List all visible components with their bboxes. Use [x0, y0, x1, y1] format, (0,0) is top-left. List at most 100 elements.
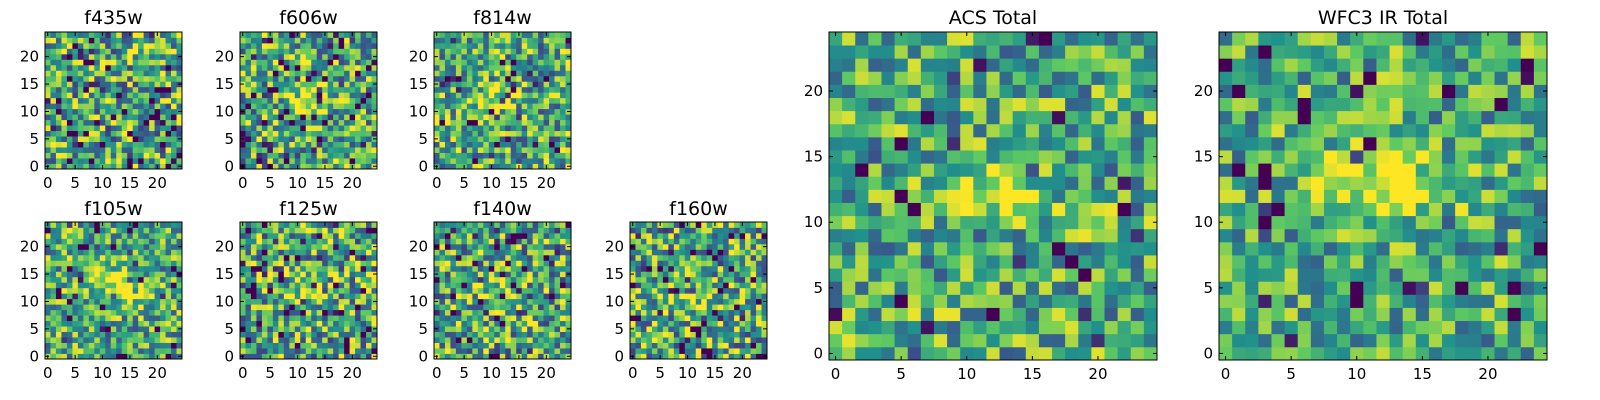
- heatmap-cell: [294, 320, 301, 327]
- heatmap-cell: [311, 265, 318, 272]
- heatmap-cell: [673, 222, 680, 228]
- heatmap-cell: [333, 265, 340, 272]
- heatmap-cell: [272, 163, 279, 170]
- heatmap-cell: [439, 331, 446, 338]
- heatmap-cell: [121, 353, 128, 360]
- heatmap-cell: [267, 243, 274, 250]
- heatmap-cell: [472, 298, 479, 305]
- heatmap-cell: [549, 64, 555, 71]
- heatmap-cell: [1143, 333, 1158, 348]
- heatmap-cell: [127, 309, 134, 316]
- heatmap-cell: [466, 141, 473, 148]
- heatmap-cell: [695, 298, 702, 305]
- heatmap-cell: [77, 282, 84, 289]
- heatmap-cell: [355, 152, 361, 159]
- heatmap-cell: [371, 48, 378, 55]
- heatmap-cell: [327, 130, 334, 137]
- heatmap-cell: [444, 147, 451, 153]
- heatmap-cell: [1065, 307, 1079, 322]
- heatmap-cell: [717, 238, 724, 245]
- heatmap-cell: [333, 298, 340, 305]
- heatmap-cell: [960, 176, 974, 190]
- heatmap-cell: [45, 227, 51, 234]
- heatmap-cell: [240, 260, 246, 267]
- heatmap-cell: [245, 92, 252, 99]
- heatmap-cell: [750, 254, 757, 261]
- heatmap-cell: [439, 37, 446, 44]
- heatmap-cell: [1065, 268, 1079, 282]
- heatmap-cell: [143, 320, 150, 327]
- heatmap-cell: [116, 136, 123, 142]
- heatmap-cell: [1065, 215, 1079, 230]
- heatmap-cell: [472, 238, 479, 245]
- heatmap-cell: [110, 304, 117, 311]
- heatmap-cell: [472, 254, 479, 261]
- heatmap-cell: [439, 260, 446, 267]
- heatmap-cell: [728, 342, 735, 349]
- heatmap-cell: [999, 241, 1014, 256]
- heatmap-cell: [745, 304, 751, 311]
- heatmap-cell: [723, 276, 730, 283]
- heatmap-cell: [294, 136, 301, 142]
- heatmap-cell: [360, 232, 367, 239]
- heatmap-cell: [61, 70, 68, 77]
- heatmap-cell: [45, 254, 51, 261]
- heatmap-cell: [333, 287, 340, 294]
- heatmap-cell: [516, 53, 523, 60]
- heatmap-cell: [881, 215, 895, 230]
- heatmap-cell: [55, 152, 62, 159]
- heatmap-cell: [371, 42, 378, 49]
- heatmap-cell: [499, 260, 506, 267]
- heatmap-cell: [311, 108, 318, 115]
- heatmap-cell: [516, 125, 523, 132]
- heatmap-cell: [640, 271, 647, 278]
- heatmap-cell: [560, 70, 566, 77]
- heatmap-cell: [240, 331, 246, 338]
- x-tick-label: 5: [459, 174, 469, 192]
- heatmap-cell: [154, 103, 161, 110]
- heatmap-cell: [560, 64, 566, 71]
- heatmap-cell: [366, 348, 372, 354]
- heatmap-cell: [327, 141, 334, 148]
- heatmap-cell: [333, 315, 340, 322]
- heatmap-cell: [316, 353, 323, 360]
- heatmap-cell: [127, 243, 134, 250]
- heatmap-cell: [154, 326, 161, 332]
- heatmap-cell: [94, 331, 101, 338]
- heatmap-cell: [160, 86, 166, 93]
- heatmap-cell: [657, 232, 664, 239]
- heatmap-cell: [344, 337, 350, 343]
- y-tick-label: 5: [29, 320, 39, 338]
- heatmap-cell: [94, 227, 101, 234]
- heatmap-cell: [322, 75, 329, 82]
- heatmap-cell: [289, 141, 296, 148]
- heatmap-cell: [701, 282, 708, 289]
- heatmap-cell: [986, 189, 1000, 203]
- heatmap-cell: [695, 238, 702, 245]
- heatmap-cell: [543, 130, 550, 137]
- heatmap-cell: [461, 293, 468, 300]
- heatmap-cell: [132, 287, 139, 294]
- heatmap-cell: [907, 255, 922, 269]
- heatmap-cell: [99, 348, 106, 354]
- heatmap-cell: [171, 298, 177, 305]
- heatmap-cell: [165, 141, 172, 148]
- heatmap-cell: [472, 163, 479, 170]
- heatmap-cell: [327, 136, 334, 142]
- heatmap-cell: [94, 32, 101, 38]
- heatmap-cell: [366, 298, 372, 305]
- heatmap-cell: [250, 53, 257, 60]
- heatmap-cell: [842, 255, 856, 269]
- heatmap-cell: [651, 271, 658, 278]
- heatmap-cell: [761, 260, 768, 267]
- heatmap-cell: [554, 48, 561, 55]
- heatmap-cell: [45, 249, 51, 256]
- heatmap-cell: [829, 255, 843, 269]
- heatmap-cell: [105, 59, 112, 66]
- heatmap-cell: [505, 243, 512, 250]
- heatmap-cell: [311, 320, 318, 327]
- heatmap-cell: [750, 249, 757, 256]
- heatmap-cell: [881, 307, 895, 322]
- heatmap-cell: [327, 75, 334, 82]
- heatmap-cell: [121, 348, 128, 354]
